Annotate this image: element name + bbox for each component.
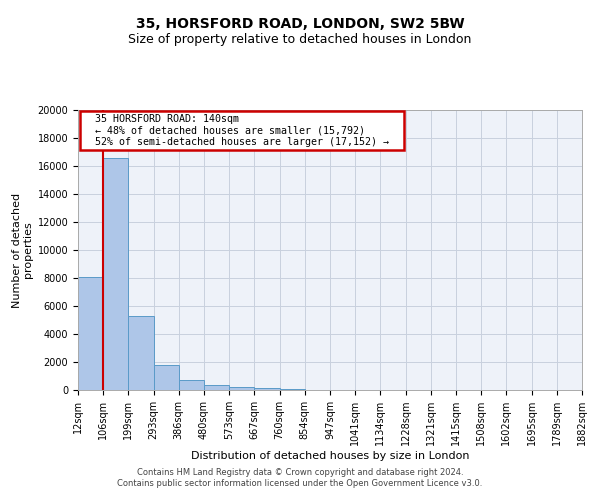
Bar: [154, 365, 179, 390]
Text: Contains HM Land Registry data © Crown copyright and database right 2024.
Contai: Contains HM Land Registry data © Crown c…: [118, 468, 482, 487]
Bar: [179, 380, 204, 390]
Y-axis label: Number of detached
properties: Number of detached properties: [12, 192, 34, 308]
Text: 35, HORSFORD ROAD, LONDON, SW2 5BW: 35, HORSFORD ROAD, LONDON, SW2 5BW: [136, 18, 464, 32]
Bar: [280, 388, 305, 390]
Bar: [254, 388, 280, 390]
Text: 35 HORSFORD ROAD: 140sqm
  ← 48% of detached houses are smaller (15,792)
  52% o: 35 HORSFORD ROAD: 140sqm ← 48% of detach…: [83, 114, 401, 148]
Bar: [103, 158, 128, 390]
Bar: [229, 387, 254, 390]
X-axis label: Distribution of detached houses by size in London: Distribution of detached houses by size …: [191, 451, 469, 461]
Text: Size of property relative to detached houses in London: Size of property relative to detached ho…: [128, 32, 472, 46]
Bar: [128, 316, 154, 390]
Bar: [78, 276, 103, 390]
Bar: [204, 385, 229, 390]
